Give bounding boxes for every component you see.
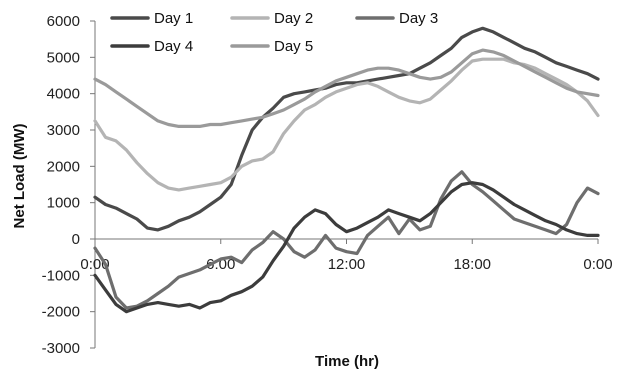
x-axis-title: Time (hr) (315, 353, 379, 370)
y-tick-label: -3000 (42, 340, 80, 357)
y-tick-label: 3000 (47, 122, 80, 139)
x-tick-label: 18:00 (453, 256, 491, 273)
legend-label-day-3: Day 3 (399, 10, 438, 27)
legend-label-day-2: Day 2 (274, 10, 313, 27)
x-tick-label: 12:00 (328, 256, 366, 273)
y-tick-label: 5000 (47, 49, 80, 66)
y-tick-label: -2000 (42, 304, 80, 321)
x-tick-label: 6:00 (206, 256, 235, 273)
y-tick-label: 4000 (47, 86, 80, 103)
axes: -3000 -2000 -1000 0 1000 2000 3000 4000 5000 6000… (42, 13, 613, 357)
legend-label-day-5: Day 5 (274, 38, 313, 55)
x-tick-label: 0:00 (583, 256, 612, 273)
y-tick-label: 0 (72, 231, 80, 248)
y-tick-label: 1000 (47, 195, 80, 212)
y-axis-title: Net Load (MW) (11, 124, 28, 229)
series-lines (93, 26, 600, 314)
legend-label-day-1: Day 1 (154, 10, 193, 27)
series-line-day-3 (93, 170, 600, 310)
series-line-day-4 (93, 181, 600, 314)
series-line-day-5 (93, 48, 600, 129)
legend-label-day-4: Day 4 (154, 38, 193, 55)
series-line-day-1 (93, 26, 600, 232)
legend: Day 1 Day 2 Day 3 Day 4 Day 5 (110, 10, 438, 55)
y-tick-label: 2000 (47, 158, 80, 175)
y-tick-label: 6000 (47, 13, 80, 30)
y-tick-label: -1000 (42, 267, 80, 284)
